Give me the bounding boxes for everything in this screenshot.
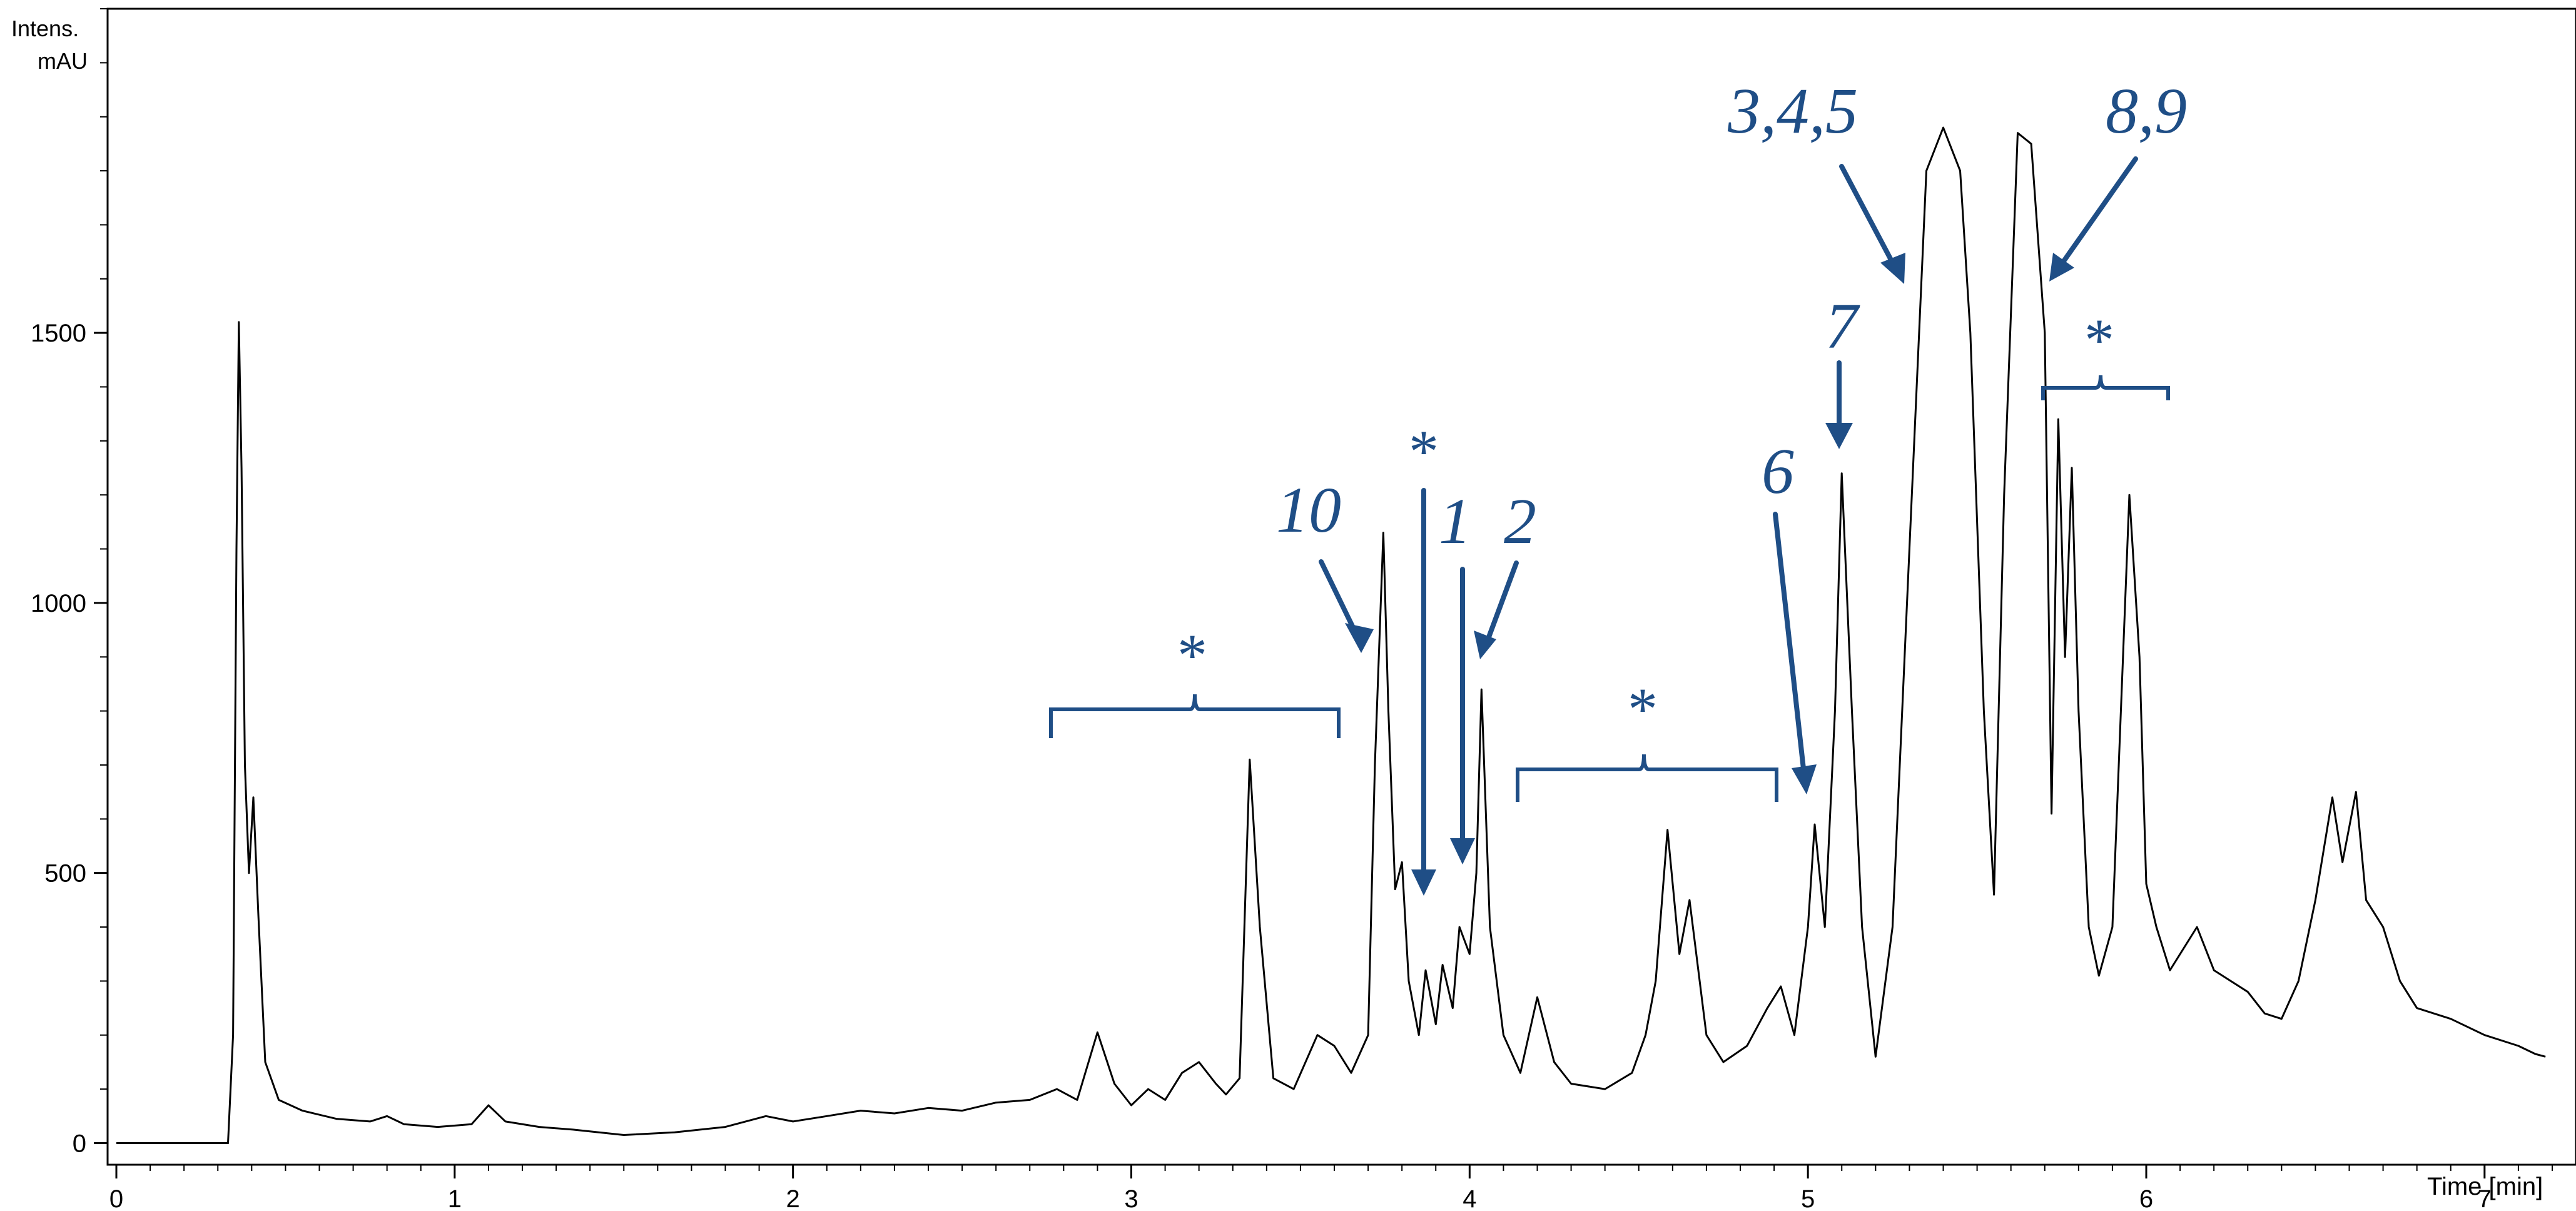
annotation-peak-10: 10 xyxy=(1276,474,1341,546)
series-layer xyxy=(116,126,2546,1144)
annotation-peak-6: 6 xyxy=(1762,435,1794,507)
bracket-1 xyxy=(1049,694,1341,738)
arrow-6 xyxy=(1773,512,1808,788)
arrowhead-6 xyxy=(1792,764,1817,794)
bracket-2 xyxy=(1516,754,1778,802)
series-line xyxy=(116,126,2546,1144)
annotation-peak-345: 3,4,5 xyxy=(1727,75,1858,147)
y-tick-label: 500 xyxy=(44,860,86,888)
y-tick-label: 0 xyxy=(73,1130,86,1157)
arrow-2 xyxy=(1481,560,1519,653)
annotation-peak-89: 8,9 xyxy=(2106,75,2187,147)
annotation-peak-7: 7 xyxy=(1825,290,1860,362)
x-tick-label: 7 xyxy=(2478,1185,2492,1211)
annotation-star-3: * xyxy=(2084,307,2114,373)
annotations-layer: * * * * 10 xyxy=(1049,75,2187,896)
arrowhead-1 xyxy=(1450,838,1475,864)
x-tick-label: 3 xyxy=(1124,1185,1138,1211)
x-tick-label: 2 xyxy=(786,1185,800,1211)
x-tick-label: 1 xyxy=(448,1185,462,1211)
arrowhead-2 xyxy=(1474,631,1496,659)
x-tick-label: 6 xyxy=(2139,1185,2153,1211)
bracket-3 xyxy=(2041,375,2170,400)
arrowhead-345 xyxy=(1880,253,1905,284)
annotation-star-2: * xyxy=(1628,676,1658,742)
annotation-peak-1: 1 xyxy=(1439,485,1471,557)
arrowhead-star-1 xyxy=(1411,869,1436,896)
x-tick-label: 5 xyxy=(1801,1185,1815,1211)
annotation-peak-2: 2 xyxy=(1504,485,1536,557)
x-tick-label: 0 xyxy=(109,1185,123,1211)
y-axis-label-line1: Intens. xyxy=(11,16,79,41)
arrowhead-89 xyxy=(2049,253,2074,281)
y-tick-label: 1500 xyxy=(31,320,86,347)
arrowhead-7 xyxy=(1825,423,1853,449)
arrow-345 xyxy=(1839,164,1902,278)
annotation-star-1: * xyxy=(1177,622,1207,689)
y-axis-label-line2: mAU xyxy=(38,48,88,74)
plot-frame xyxy=(106,8,2576,1166)
y-tick-label: 1000 xyxy=(31,590,86,617)
arrowhead-10 xyxy=(1345,623,1374,653)
arrow-89 xyxy=(2053,156,2138,275)
x-tick-label: 4 xyxy=(1463,1185,1476,1211)
annotation-star-4: * xyxy=(1409,418,1439,485)
